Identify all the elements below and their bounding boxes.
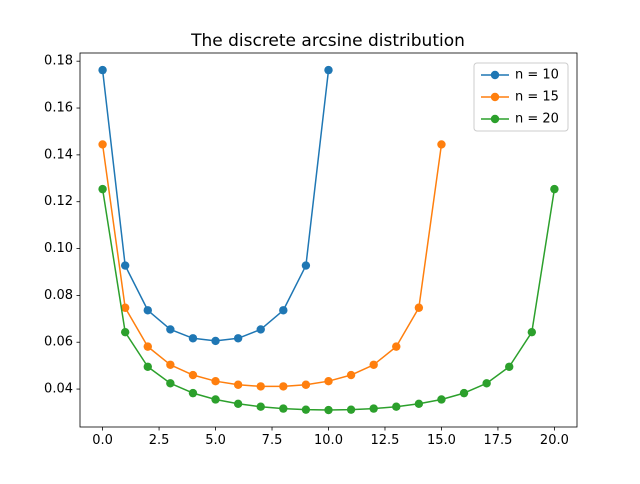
data-point-n15	[279, 382, 288, 391]
legend-marker-n10	[490, 70, 500, 80]
y-tick-label: 0.06	[44, 335, 73, 350]
data-point-n20	[98, 184, 107, 194]
data-point-n15	[346, 370, 356, 380]
x-tick-label: 15.0	[427, 433, 456, 448]
x-tick-label: 0.0	[92, 433, 113, 448]
data-point-n10	[211, 336, 220, 346]
legend-box	[473, 62, 569, 132]
data-point-n20	[550, 184, 559, 194]
data-series	[98, 65, 559, 415]
series-line-n20	[101, 188, 556, 411]
legend-label-n15: n = 15	[515, 90, 559, 105]
data-point-n10	[301, 261, 311, 270]
y-tick-label: 0.04	[44, 382, 73, 397]
data-point-n20	[301, 405, 311, 414]
data-point-n20	[414, 399, 424, 408]
data-point-n15	[166, 360, 175, 369]
series-line-n10	[101, 69, 330, 342]
data-point-n10	[120, 261, 130, 270]
x-tick-label: 17.5	[483, 433, 512, 448]
data-point-n20	[346, 405, 356, 414]
data-point-n20	[233, 399, 243, 408]
data-point-n20	[369, 404, 378, 413]
data-point-n20	[437, 395, 446, 404]
data-point-n15	[301, 380, 311, 389]
data-point-n15	[369, 360, 378, 369]
data-point-n20	[143, 362, 152, 371]
data-point-n20	[392, 402, 401, 411]
data-point-n10	[256, 325, 265, 334]
data-point-n20	[459, 388, 469, 398]
data-point-n20	[120, 327, 130, 337]
y-tick-label: 0.18	[44, 54, 73, 69]
x-tick-label: 20.0	[540, 433, 569, 448]
data-point-n20	[482, 379, 491, 388]
x-tick-label: 2.5	[149, 433, 170, 448]
data-point-n15	[211, 376, 220, 386]
data-point-n20	[505, 362, 514, 371]
legend: n = 10 n = 15 n = 20	[473, 62, 569, 132]
data-point-n10	[188, 334, 198, 343]
axes-frame	[79, 52, 578, 428]
chart-title: The discrete arcsine distribution	[190, 31, 465, 51]
data-point-n15	[437, 140, 446, 149]
data-point-n20	[211, 395, 220, 404]
y-tick-label: 0.16	[44, 101, 73, 116]
data-point-n20	[324, 405, 333, 415]
y-tick-label: 0.12	[44, 194, 73, 209]
y-tick-label: 0.14	[44, 147, 73, 162]
legend-label-n10: n = 10	[515, 68, 559, 83]
y-tick-label: 0.10	[44, 241, 73, 256]
data-point-n20	[256, 402, 265, 411]
data-point-n10	[279, 306, 288, 315]
legend-label-n20: n = 20	[515, 112, 559, 127]
legend-marker-n20	[490, 114, 500, 124]
data-point-n15	[188, 370, 198, 380]
data-point-n10	[98, 65, 107, 75]
data-point-n15	[98, 140, 107, 149]
x-tick-label: 12.5	[371, 433, 400, 448]
data-point-n15	[414, 303, 424, 312]
legend-marker-n15	[490, 92, 500, 102]
x-tick-label: 10.0	[314, 433, 343, 448]
axis-ticks: 0.0 2.5 5.0 7.5 10.0 12.5 15.0 17.5 20.0 0.04 0.06…	[44, 54, 569, 448]
series-line-n15	[101, 143, 443, 388]
data-point-n20	[188, 388, 198, 398]
data-point-n15	[392, 342, 401, 351]
data-point-n20	[279, 404, 288, 413]
data-point-n20	[166, 379, 175, 388]
y-tick-label: 0.08	[44, 288, 73, 303]
data-point-n15	[120, 303, 130, 312]
data-point-n15	[256, 382, 265, 391]
data-point-n15	[143, 342, 152, 351]
data-point-n10	[233, 334, 243, 343]
data-point-n15	[233, 380, 243, 389]
data-point-n20	[527, 327, 537, 337]
data-point-n10	[324, 65, 333, 75]
data-point-n15	[324, 376, 333, 386]
x-tick-label: 5.0	[205, 433, 226, 448]
data-point-n10	[143, 306, 152, 315]
x-tick-label: 7.5	[262, 433, 283, 448]
data-point-n10	[166, 325, 175, 334]
